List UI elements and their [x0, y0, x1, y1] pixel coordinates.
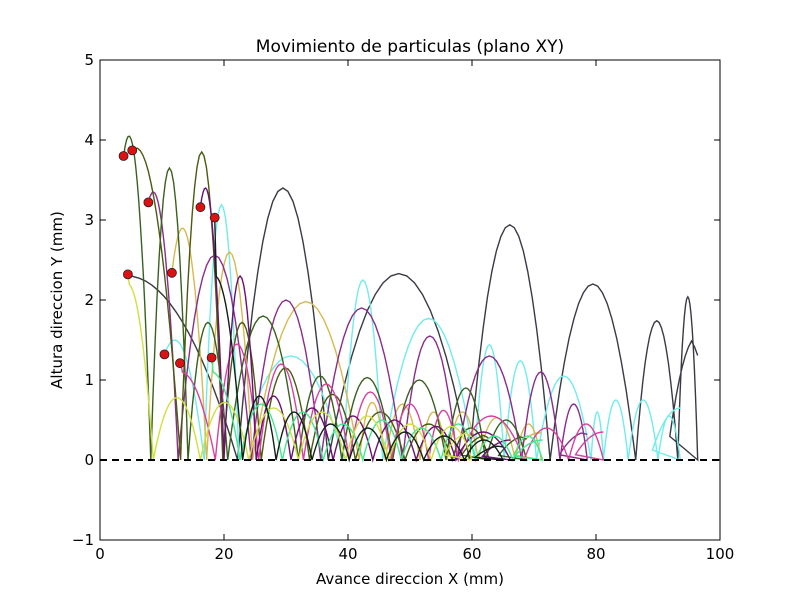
y-tick-label: 2 — [84, 291, 94, 309]
start-point-6 — [195, 202, 206, 213]
series-line-7 — [179, 343, 605, 463]
y-tick-label: 1 — [84, 371, 94, 389]
start-point-1 — [118, 151, 129, 161]
start-point-5 — [167, 267, 177, 278]
x-tick-label: 60 — [462, 545, 481, 563]
start-point-3 — [143, 197, 154, 208]
y-axis-label: Altura direccion Y (mm) — [48, 211, 66, 389]
series-line-1 — [126, 187, 699, 462]
start-point-9 — [175, 358, 185, 369]
start-point-7 — [209, 212, 220, 223]
x-tick-label: 20 — [214, 545, 233, 563]
y-tick-label: 4 — [84, 131, 94, 149]
y-tick-label: 5 — [84, 51, 94, 69]
start-point-2 — [127, 145, 138, 156]
x-axis-label: Avance direccion X (mm) — [316, 570, 504, 588]
series-line-4 — [147, 191, 589, 461]
series-layer — [122, 135, 699, 463]
series-line-5 — [122, 135, 528, 461]
x-tick-label: 0 — [95, 545, 105, 563]
y-tick-label: −1 — [72, 531, 94, 549]
x-tick-label: 80 — [586, 545, 605, 563]
series-line-9 — [210, 357, 544, 463]
start-point-4 — [123, 269, 133, 280]
x-tick-label: 100 — [706, 545, 735, 563]
y-tick-label: 3 — [84, 211, 94, 229]
chart-title: Movimiento de particulas (plano XY) — [256, 37, 564, 57]
x-tick-label: 40 — [338, 545, 357, 563]
series-line-11 — [214, 217, 505, 463]
start-point-8 — [159, 349, 170, 360]
start-point-10 — [206, 352, 217, 363]
y-tick-label: 0 — [84, 451, 94, 469]
start-points-layer — [118, 145, 220, 369]
series-line-3 — [171, 227, 543, 461]
series-line-10 — [127, 274, 474, 463]
